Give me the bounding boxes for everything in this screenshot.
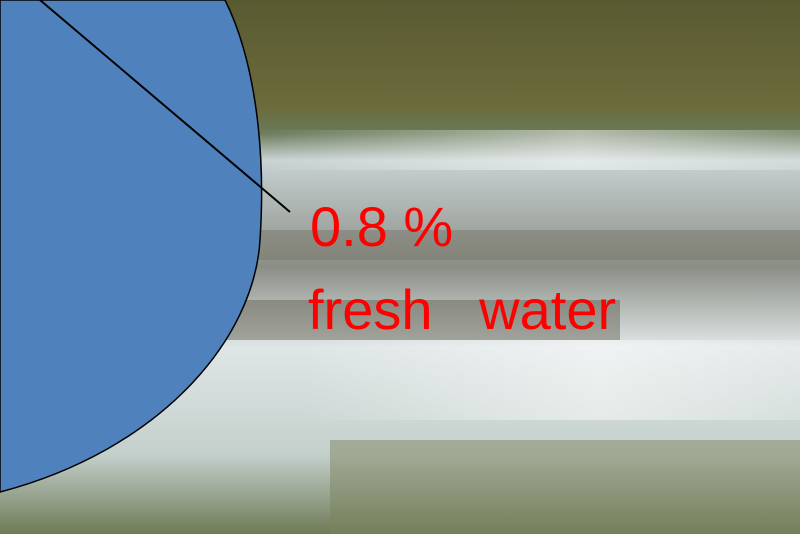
percent-label: 0.8 % [310,195,453,258]
caption-label: fresh water [308,278,616,341]
slide: 0.8 % fresh water [0,0,800,534]
